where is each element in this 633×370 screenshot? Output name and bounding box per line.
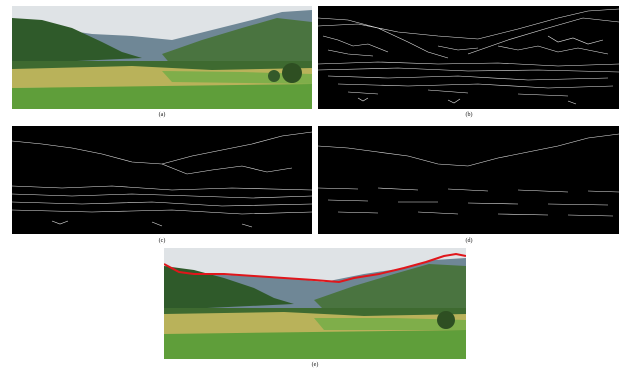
panel-b-edge-map bbox=[318, 6, 619, 109]
panel-a-photo bbox=[12, 6, 312, 109]
caption-c: (c) bbox=[158, 238, 166, 244]
panel-e-skyline-photo bbox=[164, 248, 466, 359]
caption-e: (e) bbox=[311, 362, 319, 368]
panel-c-edge-map bbox=[12, 126, 312, 234]
caption-d: (d) bbox=[465, 238, 473, 244]
caption-b: (b) bbox=[465, 112, 473, 118]
panel-d-edge-map bbox=[318, 126, 619, 234]
caption-a: (a) bbox=[158, 112, 166, 118]
